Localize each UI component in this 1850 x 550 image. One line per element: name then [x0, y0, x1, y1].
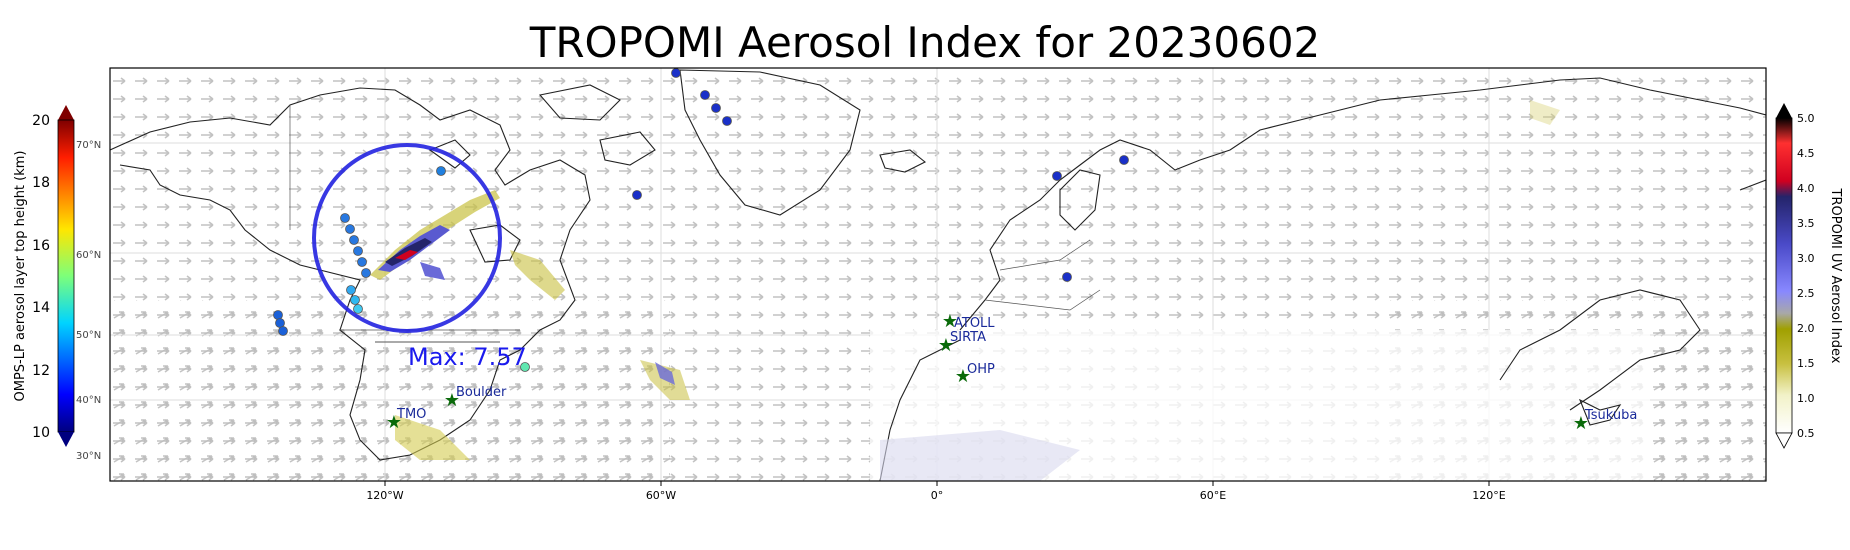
station-tmo: ★ TMO — [386, 407, 426, 433]
omps-point — [353, 246, 363, 256]
left-cbar-tick: 16 — [32, 238, 50, 254]
omps-point — [722, 116, 732, 126]
omps-point — [1052, 171, 1062, 181]
station-label-atoll: ATOLL — [954, 316, 995, 331]
station-label-ohp: OHP — [967, 362, 995, 377]
station-label-sirta: SIRTA — [950, 330, 986, 345]
omps-point — [345, 224, 355, 234]
right-cbar-tick: 5.0 — [1797, 112, 1815, 125]
omps-point — [1119, 155, 1129, 165]
station-label-boulder: Boulder — [456, 385, 507, 400]
station-tsukuba: ★ Tsukuba — [1573, 408, 1637, 434]
lat-label: 30°N — [76, 451, 101, 462]
left-cbar-label: OMPS-LP aerosol layer top height (km) — [13, 151, 28, 402]
omps-point — [340, 213, 350, 223]
station-sirta: ★ SIRTA — [938, 330, 986, 356]
station-label-tmo: TMO — [396, 407, 426, 422]
station-label-tsukuba: Tsukuba — [1584, 408, 1637, 423]
omps-point — [361, 268, 371, 278]
right-colorbar: 5.0 4.5 4.0 3.5 3.0 2.5 2.0 1.5 1.0 0.5 … — [1775, 103, 1843, 449]
lat-label: 40°N — [76, 395, 101, 406]
right-cbar-tick: 4.5 — [1797, 147, 1815, 160]
omps-point — [1062, 272, 1072, 282]
omps-point — [632, 190, 642, 200]
svg-text:★: ★ — [942, 311, 958, 332]
aerosol-plume — [370, 100, 1560, 481]
omps-point — [353, 304, 363, 314]
station-atoll: ★ ATOLL — [942, 311, 995, 332]
lon-tick: 0° — [931, 489, 944, 502]
station-layer: ★ ATOLL ★ SIRTA ★ OHP ★ Boulder ★ TMO ★ … — [386, 311, 1637, 434]
omps-point — [520, 362, 530, 372]
lat-label: 50°N — [76, 330, 101, 341]
left-cbar-tick: 12 — [32, 363, 50, 379]
max-label: Max: 7.57 — [408, 343, 527, 371]
station-ohp: ★ OHP — [955, 362, 995, 387]
omps-point — [357, 257, 367, 267]
omps-point — [671, 68, 681, 78]
station-boulder: ★ Boulder — [444, 385, 507, 411]
max-highlight-circle — [312, 143, 502, 333]
left-cbar-tick: 10 — [32, 425, 50, 441]
right-cbar-tick: 2.5 — [1797, 287, 1815, 300]
country-borders — [289, 105, 1101, 331]
omps-point — [346, 285, 356, 295]
right-cbar-tick: 3.0 — [1797, 252, 1815, 265]
lon-tick: 120°W — [366, 489, 403, 502]
lon-tick: 120°E — [1472, 489, 1505, 502]
svg-text:★: ★ — [955, 366, 971, 387]
map-title: TROPOMI Aerosol Index for 20230602 — [529, 18, 1321, 67]
lat-label: 60°N — [76, 250, 101, 261]
right-cbar-tick: 4.0 — [1797, 182, 1815, 195]
left-cbar-tick: 20 — [32, 113, 50, 129]
left-cbar-tick: 14 — [32, 300, 50, 316]
right-cbar-tick: 1.5 — [1797, 357, 1815, 370]
right-cbar-tick: 1.0 — [1797, 392, 1815, 405]
svg-text:★: ★ — [386, 412, 402, 433]
left-colorbar: 70°N 60°N 50°N 40°N 30°N 20 18 16 14 12 … — [13, 105, 101, 462]
lon-tick: 60°W — [646, 489, 676, 502]
omps-point — [711, 103, 721, 113]
omps-point — [700, 90, 710, 100]
omps-lp-points — [273, 68, 1129, 372]
right-cbar-tick: 2.0 — [1797, 322, 1815, 335]
svg-text:★: ★ — [938, 335, 954, 356]
omps-point — [436, 166, 446, 176]
map-frame — [109, 67, 1767, 482]
right-cbar-tick: 0.5 — [1797, 427, 1815, 440]
left-cbar-tick: 18 — [32, 175, 50, 191]
omps-point — [350, 295, 360, 305]
wind-field-layer — [110, 68, 1766, 481]
coastlines — [110, 69, 1766, 481]
omps-point — [273, 310, 283, 320]
lon-axis: 120°W 60°W 0° 60°E 120°E — [366, 481, 1506, 502]
right-cbar-label: TROPOMI UV Aerosol Index — [1828, 188, 1843, 364]
lon-tick: 60°E — [1200, 489, 1226, 502]
omps-point — [349, 235, 359, 245]
svg-text:★: ★ — [1573, 413, 1589, 434]
lat-label: 70°N — [76, 140, 101, 151]
right-cbar-tick: 3.5 — [1797, 217, 1815, 230]
svg-text:★: ★ — [444, 390, 460, 411]
omps-point — [278, 326, 288, 336]
